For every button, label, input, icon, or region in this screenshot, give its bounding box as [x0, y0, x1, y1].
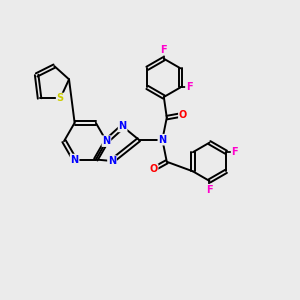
Text: O: O — [179, 110, 187, 120]
Text: N: N — [108, 156, 116, 166]
Text: F: F — [160, 45, 167, 55]
Text: S: S — [57, 94, 64, 103]
Text: N: N — [158, 135, 166, 145]
Text: F: F — [232, 147, 238, 157]
Text: N: N — [118, 122, 127, 131]
Text: F: F — [206, 185, 213, 195]
Text: N: N — [102, 136, 110, 146]
Text: O: O — [149, 164, 158, 174]
Text: N: N — [70, 154, 79, 164]
Text: F: F — [186, 82, 193, 92]
